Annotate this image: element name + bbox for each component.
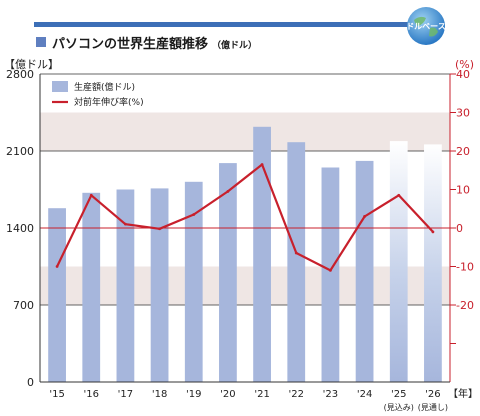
x-tick-2: '17 (118, 389, 133, 400)
chart-title-unit: （億ドル） (212, 41, 258, 51)
growth-point-2 (124, 222, 127, 226)
bar-5 (219, 163, 237, 382)
y-right-label: (%) (455, 58, 474, 71)
y-right-tick-5: -10 (456, 261, 474, 274)
growth-point-5 (226, 190, 230, 193)
y-right-tick-4: 0 (456, 222, 463, 235)
x-tick-4: '19 (186, 389, 201, 400)
chart-title-text: パソコンの世界生産額推移 (52, 37, 209, 52)
globe-icon: ドルベース (406, 7, 446, 45)
growth-point-7 (294, 251, 298, 255)
y-right-tick-3: 10 (456, 184, 470, 197)
y-left-tick-3: 2100 (6, 145, 34, 158)
x-tick-0: '15 (49, 389, 64, 400)
y-left-label: 【億ドル】 (4, 58, 59, 71)
growth-line (56, 163, 434, 272)
band-0 (40, 112, 450, 151)
x-note-11: (見通し) (418, 402, 448, 412)
bar-9 (355, 160, 374, 382)
y-right-tick-2: 20 (456, 145, 470, 158)
bar-7 (287, 142, 306, 382)
bar-4 (184, 181, 203, 382)
x-tick-7: '22 (289, 389, 304, 400)
x-tick-10: '25 (391, 389, 406, 400)
growth-point-11 (431, 230, 435, 234)
growth-point-9 (363, 215, 366, 218)
legend-line-label: 対前年伸び率(%) (74, 96, 144, 108)
bar-11 (424, 144, 442, 382)
y-right-tick-1: 30 (456, 107, 470, 120)
bar-8 (321, 167, 340, 382)
growth-point-6 (260, 163, 264, 166)
legend-bar-label: 生産額(億ドル) (74, 81, 135, 93)
logo-text: ドルベース (406, 22, 446, 31)
bar-0 (48, 208, 66, 382)
growth-point-10 (397, 193, 401, 197)
x-tick-8: '23 (323, 389, 338, 400)
bar-6 (253, 126, 271, 382)
y-left-tick-1: 700 (13, 299, 34, 312)
title-marker (36, 37, 46, 47)
band-1 (40, 266, 450, 305)
y-right-tick-6: -20 (456, 299, 474, 312)
x-tick-9: '24 (357, 389, 372, 400)
bar-10 (389, 141, 408, 382)
growth-point-0 (55, 265, 59, 268)
x-tick-5: '20 (220, 389, 235, 400)
y-left-tick-0: 0 (27, 376, 34, 389)
x-tick-3: '18 (152, 389, 167, 400)
growth-point-3 (158, 227, 161, 231)
y-right-tick-0: 40 (456, 68, 470, 81)
x-tick-11: '26 (425, 389, 440, 400)
bar-2 (116, 189, 135, 382)
header-rule (34, 22, 426, 27)
x-tick-1: '16 (84, 389, 99, 400)
y-left-tick-4: 2800 (6, 68, 34, 81)
y-left-tick-2: 1400 (6, 222, 34, 235)
bar-1 (82, 192, 101, 382)
growth-point-8 (329, 268, 332, 272)
bar-3 (150, 188, 169, 382)
legend-bar-swatch (52, 81, 68, 92)
growth-point-1 (89, 193, 93, 197)
x-tick-6: '21 (254, 389, 269, 400)
growth-point-4 (192, 213, 196, 216)
x-note-10: (見込み) (384, 403, 414, 412)
chart-title: パソコンの世界生産額推移 （億ドル） (52, 33, 257, 52)
x-unit-label: 【年】 (448, 387, 478, 400)
